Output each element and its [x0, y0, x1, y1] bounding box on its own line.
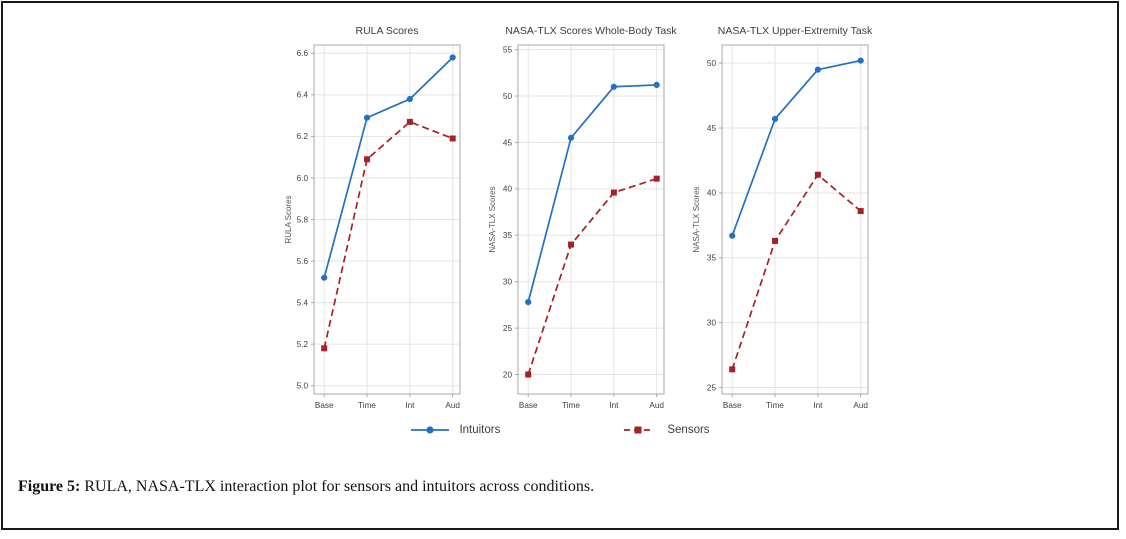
svg-text:Base: Base: [723, 401, 742, 410]
svg-text:NASA-TLX Upper-Extremity Task: NASA-TLX Upper-Extremity Task: [718, 25, 873, 37]
interaction-plots-figure: 5.0 5.2 5.4 5.6 5.8 6.0 6.2 6.4 6.6 Base Time Int Au…: [282, 18, 873, 436]
svg-text:Time: Time: [358, 401, 376, 410]
legend-label-sensors: Sensors: [667, 424, 710, 436]
legend-label-intuitors: Intuitors: [459, 424, 501, 436]
chart-nasa-tlx-whole-body: 20 25 30 35 40 45 50 55 Base Time Int Aud NASA-TLX S…: [488, 25, 677, 410]
svg-text:RULA Scores: RULA Scores: [355, 25, 418, 37]
svg-text:45: 45: [707, 124, 717, 133]
svg-text:Int: Int: [813, 401, 823, 410]
svg-text:40: 40: [707, 189, 717, 198]
chart-nasa-tlx-upper-extremity: 25 30 35 40 45 50 Base Time Int Aud NASA-TLX Upper…: [692, 25, 873, 410]
figure-caption-label: Figure 5:: [18, 478, 81, 495]
svg-text:Base: Base: [519, 401, 538, 410]
charts-row: 5.0 5.2 5.4 5.6 5.8 6.0 6.2 6.4 6.6 Base Time Int Au…: [282, 18, 873, 418]
svg-text:Int: Int: [405, 401, 415, 410]
figure-caption-text: RULA, NASA-TLX interaction plot for sens…: [80, 478, 595, 495]
svg-text:25: 25: [707, 383, 717, 392]
svg-text:50: 50: [503, 92, 513, 101]
svg-text:6.4: 6.4: [297, 91, 309, 100]
svg-text:Base: Base: [315, 401, 334, 410]
svg-text:25: 25: [503, 324, 513, 333]
svg-text:Aud: Aud: [649, 401, 664, 410]
svg-text:NASA-TLX Scores: NASA-TLX Scores: [488, 186, 497, 252]
legend-item-sensors: Sensors: [618, 424, 710, 436]
svg-text:50: 50: [707, 59, 717, 68]
chart-rula-scores: 5.0 5.2 5.4 5.6 5.8 6.0 6.2 6.4 6.6 Base Time Int Au…: [284, 25, 461, 410]
svg-text:5.6: 5.6: [297, 257, 309, 266]
svg-text:30: 30: [707, 318, 717, 327]
svg-text:RULA Scores: RULA Scores: [284, 195, 293, 243]
svg-text:30: 30: [503, 277, 513, 286]
svg-text:5.2: 5.2: [297, 340, 309, 349]
legend-item-intuitors: Intuitors: [410, 424, 500, 436]
svg-text:5.4: 5.4: [297, 298, 309, 307]
svg-text:6.6: 6.6: [297, 49, 309, 58]
svg-text:55: 55: [503, 45, 513, 54]
figure-caption: Figure 5: RULA, NASA-TLX interaction plo…: [18, 478, 594, 496]
svg-text:5.0: 5.0: [297, 381, 309, 390]
svg-text:NASA-TLX Scores Whole-Body Tas: NASA-TLX Scores Whole-Body Task: [505, 25, 677, 37]
svg-text:45: 45: [503, 138, 513, 147]
page-border-frame: [1, 1, 1119, 530]
svg-text:6.2: 6.2: [297, 132, 309, 141]
sensors-line-marker-icon: [624, 426, 653, 434]
svg-text:Time: Time: [562, 401, 580, 410]
svg-text:40: 40: [503, 185, 513, 194]
legend: Intuitors Sensors: [266, 424, 854, 436]
svg-text:5.8: 5.8: [297, 215, 309, 224]
intuitors-line-marker-icon: [411, 426, 450, 434]
svg-text:Aud: Aud: [853, 401, 868, 410]
svg-text:Int: Int: [609, 401, 619, 410]
svg-text:35: 35: [503, 231, 513, 240]
svg-text:NASA-TLX Scores: NASA-TLX Scores: [692, 186, 701, 252]
svg-text:20: 20: [503, 370, 513, 379]
svg-text:35: 35: [707, 254, 717, 263]
svg-text:Time: Time: [766, 401, 784, 410]
svg-text:6.0: 6.0: [297, 174, 309, 183]
svg-text:Aud: Aud: [445, 401, 460, 410]
